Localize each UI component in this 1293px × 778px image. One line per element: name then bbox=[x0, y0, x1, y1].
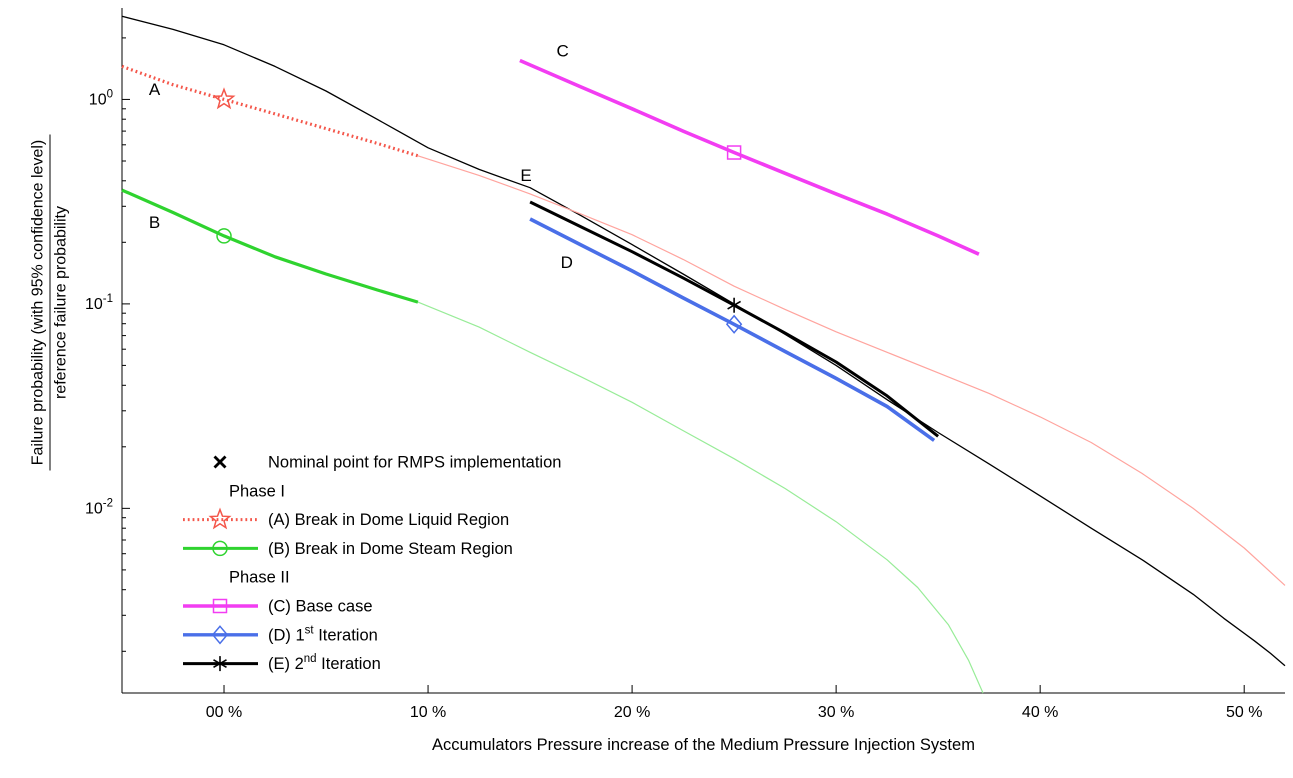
series-C-marker bbox=[726, 145, 742, 160]
legend-label: (E) 2nd Iteration bbox=[268, 653, 381, 673]
legend: Nominal point for RMPS implementation Pha… bbox=[183, 454, 561, 673]
series-D-line bbox=[529, 217, 936, 442]
curve-label-E: E bbox=[520, 166, 531, 185]
y-axis-label-numerator: Failure probability (with 95% confidence… bbox=[28, 134, 51, 471]
legend-marker-star bbox=[208, 507, 232, 530]
series-group: A B C D E bbox=[121, 15, 1286, 694]
legend-label: (A) Break in Dome Liquid Region bbox=[268, 511, 509, 529]
y-tick-label: 100 bbox=[89, 88, 113, 108]
x-tick-label: 00 % bbox=[206, 704, 242, 721]
curve-label-C: C bbox=[557, 42, 569, 61]
x-tick-label: 10 % bbox=[410, 704, 446, 721]
y-tick-label: 10-2 bbox=[85, 497, 113, 517]
series-reference-line bbox=[121, 15, 1286, 667]
legend-label: (D) 1st Iteration bbox=[268, 624, 378, 644]
axes: 100 10-1 10-2 00 % 10 % 20 % 30 % 40 % 50 % bbox=[85, 8, 1285, 721]
legend-label: Nominal point for RMPS implementation bbox=[268, 454, 561, 472]
x-axis-label: Accumulators Pressure increase of the Me… bbox=[432, 736, 975, 754]
legend-marker-x bbox=[213, 455, 227, 469]
y-axis-label-denominator: reference failure probability bbox=[52, 206, 70, 399]
series-C-line bbox=[519, 58, 980, 256]
legend-marker-square bbox=[212, 598, 228, 614]
series-E-marker bbox=[727, 300, 742, 310]
legend-marker-asterisk bbox=[213, 659, 227, 669]
series-B-line bbox=[121, 188, 419, 304]
series-D-marker bbox=[725, 314, 743, 334]
series-A-line bbox=[121, 64, 419, 158]
legend-marker-circle bbox=[212, 540, 228, 557]
legend-label: Phase I bbox=[229, 482, 285, 500]
curve-label-B: B bbox=[149, 213, 160, 232]
legend-marker-diamond bbox=[211, 625, 229, 645]
legend-label: (C) Base case bbox=[268, 598, 373, 616]
x-tick-label: 50 % bbox=[1226, 704, 1262, 721]
y-axis-label: Failure probability (with 95% confidence… bbox=[28, 100, 72, 506]
curve-label-A: A bbox=[149, 80, 161, 99]
x-tick-label: 20 % bbox=[614, 704, 650, 721]
y-tick-label: 10-1 bbox=[85, 293, 113, 313]
series-B-marker bbox=[216, 228, 232, 244]
x-tick-label: 40 % bbox=[1022, 704, 1058, 721]
curve-label-D: D bbox=[561, 253, 573, 272]
series-A-marker bbox=[212, 87, 236, 110]
x-tick-label: 30 % bbox=[818, 704, 854, 721]
series-A-ext-line bbox=[417, 155, 1286, 586]
legend-label: Phase II bbox=[229, 569, 290, 587]
series-B-ext-line bbox=[417, 301, 984, 694]
legend-label: (B) Break in Dome Steam Region bbox=[268, 540, 513, 558]
